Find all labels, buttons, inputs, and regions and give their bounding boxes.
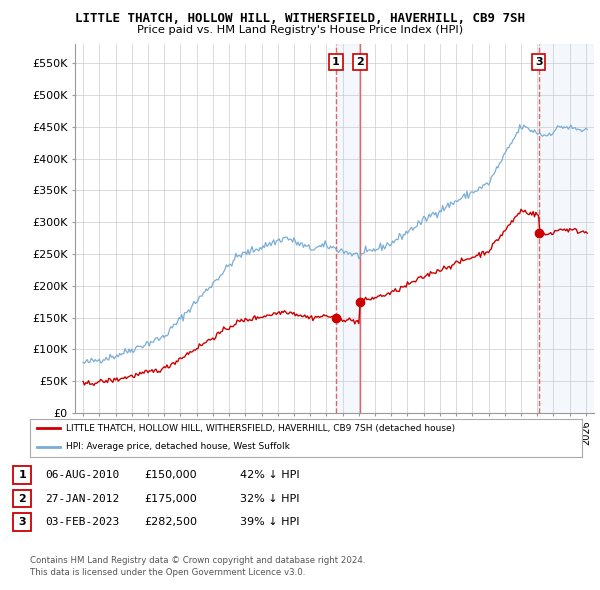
Text: £282,500: £282,500 <box>144 517 197 527</box>
Text: 3: 3 <box>535 57 542 67</box>
Text: Price paid vs. HM Land Registry's House Price Index (HPI): Price paid vs. HM Land Registry's House … <box>137 25 463 35</box>
Text: LITTLE THATCH, HOLLOW HILL, WITHERSFIELD, HAVERHILL, CB9 7SH: LITTLE THATCH, HOLLOW HILL, WITHERSFIELD… <box>75 12 525 25</box>
Text: 1: 1 <box>19 470 26 480</box>
Bar <box>539 44 594 413</box>
Bar <box>336 44 360 413</box>
Text: Contains HM Land Registry data © Crown copyright and database right 2024.: Contains HM Land Registry data © Crown c… <box>30 556 365 565</box>
Text: 27-JAN-2012: 27-JAN-2012 <box>45 494 119 503</box>
Text: 06-AUG-2010: 06-AUG-2010 <box>45 470 119 480</box>
Text: 2: 2 <box>356 57 364 67</box>
Text: This data is licensed under the Open Government Licence v3.0.: This data is licensed under the Open Gov… <box>30 568 305 577</box>
Text: 3: 3 <box>19 517 26 527</box>
Text: 2: 2 <box>19 494 26 503</box>
Text: 1: 1 <box>332 57 340 67</box>
Text: £150,000: £150,000 <box>144 470 197 480</box>
Text: 42% ↓ HPI: 42% ↓ HPI <box>240 470 299 480</box>
Text: 32% ↓ HPI: 32% ↓ HPI <box>240 494 299 503</box>
Text: 39% ↓ HPI: 39% ↓ HPI <box>240 517 299 527</box>
Text: 03-FEB-2023: 03-FEB-2023 <box>45 517 119 527</box>
Text: £175,000: £175,000 <box>144 494 197 503</box>
Text: LITTLE THATCH, HOLLOW HILL, WITHERSFIELD, HAVERHILL, CB9 7SH (detached house): LITTLE THATCH, HOLLOW HILL, WITHERSFIELD… <box>66 424 455 433</box>
Text: HPI: Average price, detached house, West Suffolk: HPI: Average price, detached house, West… <box>66 442 290 451</box>
